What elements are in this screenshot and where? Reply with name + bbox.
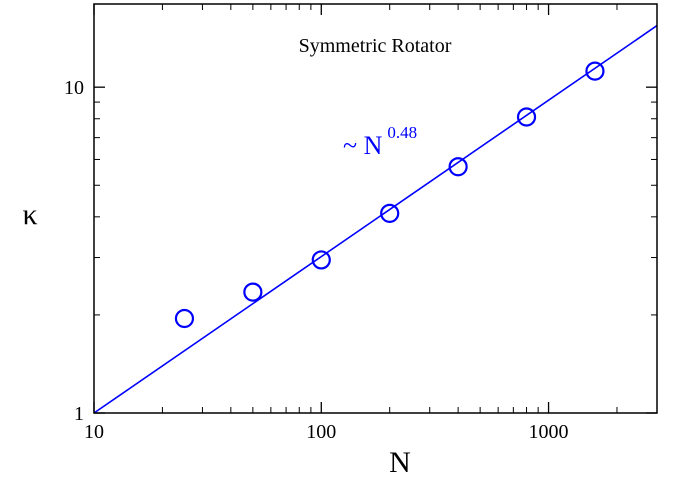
svg-text:~ N0.48: ~ N 0.48 — [343, 123, 417, 160]
x-tick-label: 10 — [84, 421, 104, 443]
fit-label-prefix: ~ N — [343, 131, 383, 160]
data-point — [585, 61, 605, 81]
y-axis-title: κ — [22, 198, 37, 231]
fit-layer — [93, 24, 658, 414]
y-tick-label: 10 — [64, 77, 84, 99]
data-point — [243, 282, 263, 302]
fit-line — [93, 24, 658, 414]
x-tick-label: 1000 — [529, 421, 569, 443]
data-point — [516, 107, 537, 127]
y-tick-label: 1 — [74, 403, 84, 425]
x-axis-title: N — [389, 446, 411, 478]
fit-label: ~ N 0.48 — [343, 123, 417, 160]
points-layer — [174, 61, 605, 329]
data-point — [380, 203, 400, 223]
fit-label-exponent: 0.48 — [387, 123, 417, 142]
data-point — [448, 157, 468, 177]
x-tick-label: 100 — [306, 421, 336, 443]
chart-title: Symmetric Rotator — [299, 35, 452, 57]
data-point — [174, 308, 195, 329]
data-point — [311, 250, 331, 270]
plot-frame — [93, 3, 658, 414]
